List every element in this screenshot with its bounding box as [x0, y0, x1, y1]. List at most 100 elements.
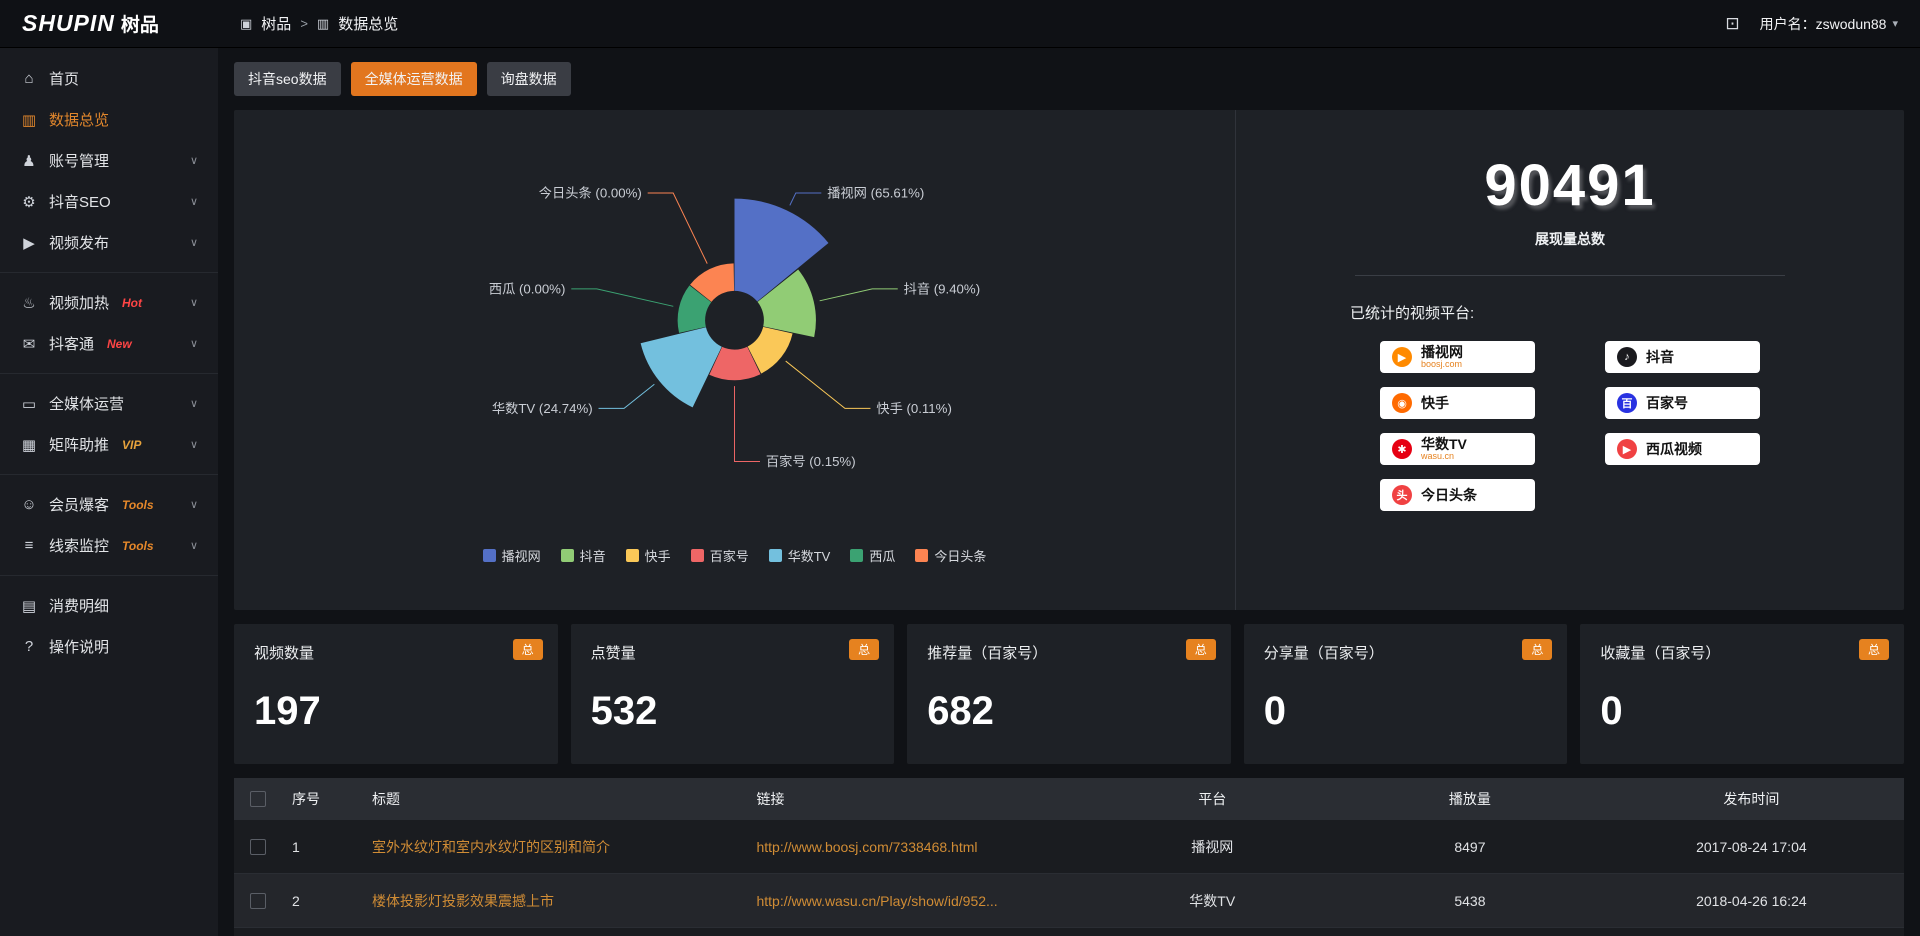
- stat-card-value: 0: [1263, 689, 1287, 733]
- chevron-down-icon: ∨: [189, 439, 198, 451]
- row-title-link[interactable]: 楼体投影灯投影效果震撼上市: [372, 892, 554, 909]
- legend-marker: [690, 549, 704, 562]
- breadcrumb-root-icon: ▣: [240, 15, 253, 31]
- tab-media-operation-data[interactable]: 全媒体运营数据: [350, 62, 477, 96]
- legend-label: 抖音: [579, 549, 606, 564]
- tab-douyin-seo-data[interactable]: 抖音seo数据: [234, 62, 341, 96]
- wasu-logo-icon: ✱: [1392, 439, 1412, 459]
- stat-card-label: 收藏量（百家号）: [1600, 645, 1721, 662]
- legend-item[interactable]: 抖音: [560, 546, 606, 565]
- legend-item[interactable]: 百家号: [690, 546, 749, 565]
- legend-label: 百家号: [709, 549, 749, 564]
- sidebar-item-label: 操作说明: [49, 639, 110, 656]
- breadcrumb-current[interactable]: 数据总览: [338, 16, 399, 33]
- platform-name: 西瓜视频: [1646, 440, 1702, 457]
- summary-area: 90491 展现量总数 已统计的视频平台: ▶ 播视网 boosj.com ♪ 抖…: [1236, 110, 1904, 610]
- sidebar-item-label: 账号管理: [49, 153, 110, 170]
- row-title-link[interactable]: 室外水纹灯和室内水纹灯的区别和简介: [372, 838, 610, 855]
- platform-pill-douyin: ♪ 抖音: [1605, 341, 1760, 373]
- total-badge: 总: [512, 639, 543, 660]
- stat-card-value: 197: [254, 689, 321, 733]
- sidebar-item-label: 视频加热: [49, 295, 110, 312]
- chevron-down-icon: ∨: [189, 155, 198, 167]
- legend-item[interactable]: 快手: [625, 546, 671, 565]
- pie-slice-快手[interactable]: [747, 326, 793, 374]
- pie-label: 抖音 (9.40%): [904, 280, 980, 296]
- app-logo: SHUPIN 树品: [22, 10, 218, 37]
- sidebar-item-label: 矩阵助推: [49, 437, 110, 454]
- legend-item[interactable]: 西瓜: [850, 546, 895, 565]
- tab-inquiry-data[interactable]: 询盘数据: [486, 62, 571, 96]
- platform-name: 快手: [1421, 394, 1449, 411]
- col-header-link: 链接: [756, 790, 785, 807]
- pie-slice-播视网[interactable]: [734, 198, 829, 302]
- sidebar-item-home[interactable]: ⌂ 首页: [0, 58, 218, 99]
- stat-card-label: 推荐量（百家号）: [927, 645, 1048, 662]
- chevron-down-icon: ∨: [189, 196, 198, 208]
- fullscreen-icon[interactable]: ⊡: [1725, 13, 1740, 33]
- platform-pill-baijiahao: 百 百家号: [1605, 387, 1760, 419]
- row-plays: 8497: [1454, 838, 1486, 855]
- platform-pill-xigua: ▶ 西瓜视频: [1605, 433, 1760, 465]
- sidebar-item-video-heat[interactable]: ♨ 视频加热 Hot ∨: [0, 282, 218, 323]
- legend-marker: [625, 549, 639, 562]
- grid-icon: ▦: [21, 436, 37, 454]
- platform-name: 今日头条: [1421, 486, 1477, 503]
- stat-card-label: 视频数量: [254, 645, 315, 662]
- sidebar-item-expense-detail[interactable]: ▤ 消费明细: [0, 585, 218, 626]
- row-checkbox[interactable]: [250, 838, 266, 855]
- legend-label: 西瓜: [869, 549, 896, 564]
- sidebar-item-account[interactable]: ♟ 账号管理 ∨: [0, 140, 218, 181]
- pie-slice-华数TV[interactable]: [640, 327, 722, 408]
- legend-label: 快手: [644, 549, 671, 564]
- breadcrumb-root[interactable]: 树品: [261, 16, 292, 33]
- sidebar-item-member-burst[interactable]: ☺ 会员爆客 Tools ∨: [0, 484, 218, 525]
- sidebar-item-douketong[interactable]: ✉ 抖客通 New ∨: [0, 323, 218, 364]
- pie-slice-西瓜[interactable]: [677, 285, 712, 333]
- rose-pie-chart[interactable]: 播视网 (65.61%) 抖音 (9.40%) 快手 (0.11%) 百家号 (0.1…: [244, 128, 1225, 538]
- overview-panel: 播视网 (65.61%) 抖音 (9.40%) 快手 (0.11%) 百家号 (0.1…: [234, 110, 1904, 610]
- message-icon: ✉: [22, 335, 36, 353]
- platforms-block: 已统计的视频平台: ▶ 播视网 boosj.com ♪ 抖音 ◉ 快手: [1350, 302, 1790, 511]
- pie-slice-百家号[interactable]: [709, 346, 761, 381]
- platform-name: 抖音: [1646, 348, 1674, 365]
- sidebar-item-label: 首页: [49, 71, 80, 88]
- main-content: 抖音seo数据 全媒体运营数据 询盘数据 播视网 (65.61%) 抖音 (9.4…: [218, 48, 1920, 936]
- topbar-right: ⊡ 用户名：zswodun88 ▾: [1725, 14, 1898, 34]
- sidebar-item-douyin-seo[interactable]: ⚙ 抖音SEO ∨: [0, 181, 218, 222]
- sidebar-item-matrix-boost[interactable]: ▦ 矩阵助推 VIP ∨: [0, 424, 218, 465]
- platform-name: 华数TV: [1421, 435, 1467, 452]
- sidebar-item-video-publish[interactable]: ▶ 视频发布 ∨: [0, 222, 218, 263]
- sidebar-item-data-overview[interactable]: ▥ 数据总览: [0, 99, 218, 140]
- sidebar-item-leads-monitor[interactable]: ≡ 线索监控 Tools ∨: [0, 525, 218, 566]
- pie-label-line: [789, 192, 822, 206]
- select-all-checkbox[interactable]: [250, 790, 266, 807]
- col-header-platform: 平台: [1198, 790, 1227, 807]
- hot-badge: Hot: [122, 295, 143, 310]
- pie-slice-今日头条[interactable]: [690, 263, 735, 302]
- pie-chart-area: 播视网 (65.61%) 抖音 (9.40%) 快手 (0.11%) 百家号 (0.1…: [234, 110, 1236, 610]
- stat-card-label: 分享量（百家号）: [1263, 645, 1384, 662]
- legend-item[interactable]: 今日头条: [915, 546, 986, 565]
- row-url-link[interactable]: http://www.wasu.cn/Play/show/id/952...: [756, 892, 998, 909]
- stat-card-value: 532: [590, 689, 658, 733]
- col-header-index: 序号: [292, 790, 320, 807]
- row-checkbox[interactable]: [250, 892, 266, 909]
- legend-item[interactable]: 播视网: [482, 546, 541, 565]
- breadcrumb-page-icon: ▥: [316, 15, 330, 31]
- row-time: 2017-08-24 17:04: [1696, 838, 1807, 855]
- sidebar-item-instructions[interactable]: ? 操作说明: [0, 626, 218, 667]
- user-menu[interactable]: 用户名：zswodun88 ▾: [1760, 14, 1898, 34]
- receipt-icon: ▤: [21, 597, 37, 615]
- sidebar-item-media-operation[interactable]: ▭ 全媒体运营 ∨: [0, 383, 218, 424]
- legend-item[interactable]: 华数TV: [768, 546, 830, 565]
- pie-slice-抖音[interactable]: [757, 269, 816, 338]
- stat-card-likes: 点赞量 总 532: [570, 624, 895, 764]
- chevron-down-icon: ∨: [189, 297, 198, 309]
- row-url-link[interactable]: http://www.boosj.com/7338468.html: [756, 838, 978, 855]
- sidebar-divider: [0, 272, 218, 273]
- sidebar-item-label: 消费明细: [49, 598, 110, 615]
- sidebar: ⌂ 首页 ▥ 数据总览 ♟ 账号管理 ∨ ⚙ 抖音SEO ∨ ▶ 视频发布 ∨ …: [0, 48, 218, 936]
- xigua-logo-icon: ▶: [1617, 439, 1637, 459]
- row-platform: 播视网: [1191, 838, 1234, 855]
